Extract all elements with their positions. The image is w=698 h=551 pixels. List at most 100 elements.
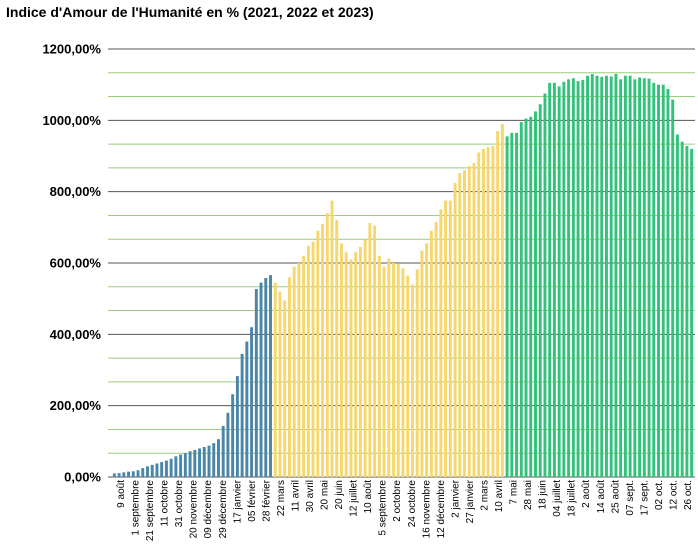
bar-2022 xyxy=(325,213,329,478)
bar-2022 xyxy=(486,147,490,478)
x-tick-label: 1 septembre xyxy=(131,480,142,536)
x-tick-label: 11 octobre xyxy=(160,480,171,527)
bar-2023 xyxy=(515,132,519,478)
bar-2022 xyxy=(477,152,481,477)
bar-2023 xyxy=(652,82,656,477)
bar-2023 xyxy=(638,77,642,478)
chart-title: Indice d'Amour de l'Humanité en % (2021,… xyxy=(6,4,374,20)
bar-2021 xyxy=(221,425,225,477)
bar-2023 xyxy=(543,93,547,477)
bar-2021 xyxy=(136,470,140,477)
x-tick-label: 12 oct. xyxy=(668,480,679,510)
bar-2021 xyxy=(112,473,116,477)
bar-2022 xyxy=(496,131,500,478)
bar-2023 xyxy=(671,99,675,477)
bar-2023 xyxy=(552,82,556,477)
bar-2023 xyxy=(675,134,679,477)
bar-2021 xyxy=(207,445,211,477)
bar-2023 xyxy=(685,146,689,477)
y-tick-label: 600,00% xyxy=(50,256,102,271)
bar-2022 xyxy=(349,259,353,477)
x-tick-label: 10 août xyxy=(363,480,374,514)
bar-2023 xyxy=(633,79,637,478)
x-tick-label: 22 mars xyxy=(276,480,287,516)
bar-2021 xyxy=(164,460,168,477)
bar-2022 xyxy=(311,241,315,477)
bar-2023 xyxy=(571,78,575,477)
bar-2022 xyxy=(335,220,339,477)
bar-2022 xyxy=(392,263,396,477)
x-tick-label: 04 juillet xyxy=(552,480,563,517)
bar-2023 xyxy=(590,73,594,477)
bar-2023 xyxy=(657,84,660,478)
bar-2021 xyxy=(212,443,216,477)
bar-2023 xyxy=(581,80,585,477)
bar-2021 xyxy=(202,447,206,477)
bar-2021 xyxy=(122,472,126,477)
bar-2022 xyxy=(463,170,466,477)
bar-2023 xyxy=(562,81,566,478)
bar-2022 xyxy=(500,123,504,478)
bar-2022 xyxy=(439,209,443,477)
x-tick-label: 2 janvier xyxy=(450,479,461,517)
bar-2023 xyxy=(661,84,665,478)
x-tick-label: 20 mai xyxy=(320,480,331,510)
bar-2022 xyxy=(396,264,400,477)
bar-2022 xyxy=(292,266,296,477)
bar-2023 xyxy=(529,116,533,478)
x-tick-label: 2 août xyxy=(581,480,592,508)
bar-2021 xyxy=(240,353,244,477)
bar-2021 xyxy=(198,448,202,477)
bar-2022 xyxy=(354,252,358,477)
x-tick-label: 24 octobre xyxy=(407,480,418,528)
bar-2021 xyxy=(174,456,178,477)
bar-2022 xyxy=(415,269,419,477)
x-tick-label: 21 septembre xyxy=(145,480,156,542)
bar-2022 xyxy=(444,200,448,478)
bar-2021 xyxy=(141,468,145,477)
bar-2021 xyxy=(127,471,131,477)
bar-2023 xyxy=(600,76,604,477)
x-tick-label: 28 mai xyxy=(523,480,534,510)
x-tick-label: 07 sept. xyxy=(625,480,636,516)
x-tick-label: 17 janvier xyxy=(232,479,243,523)
bar-2021 xyxy=(226,412,230,477)
x-tick-label: 12 décembre xyxy=(436,480,447,539)
x-tick-label: 7 mai xyxy=(509,480,520,504)
bar-2022 xyxy=(358,246,362,477)
bar-2023 xyxy=(647,78,651,477)
x-tick-label: 9 août xyxy=(116,480,127,508)
bar-2021 xyxy=(160,462,164,477)
bar-2022 xyxy=(410,284,414,477)
x-tick-label: 5 septembre xyxy=(378,480,389,536)
bar-2021 xyxy=(250,327,254,477)
y-tick-label: 200,00% xyxy=(50,398,102,413)
y-tick-label: 0,00% xyxy=(64,470,101,485)
bar-2022 xyxy=(340,243,343,477)
x-tick-label: 31 octobre xyxy=(174,480,185,528)
bar-2021 xyxy=(216,439,220,477)
bar-2022 xyxy=(401,268,405,477)
bar-2022 xyxy=(363,239,367,477)
bar-2023 xyxy=(680,141,684,477)
x-tick-label: 09 décembre xyxy=(203,480,214,539)
bar-2022 xyxy=(287,277,291,477)
x-tick-label: 29 décembre xyxy=(218,480,229,539)
y-tick-label: 1200,00% xyxy=(42,42,101,57)
bar-2023 xyxy=(524,118,528,478)
bar-2022 xyxy=(302,255,306,477)
x-tick-label: 18 juillet xyxy=(567,480,578,517)
bar-2022 xyxy=(297,263,301,477)
bar-2023 xyxy=(505,136,509,477)
bar-2023 xyxy=(548,82,552,477)
bar-2022 xyxy=(316,230,320,477)
bar-2022 xyxy=(448,200,452,478)
x-tick-label: 17 sept. xyxy=(639,480,650,516)
x-tick-label: 27 janvier xyxy=(465,479,476,523)
bar-2021 xyxy=(150,464,154,477)
bar-2023 xyxy=(623,75,627,477)
bar-2023 xyxy=(567,79,571,478)
bar-2022 xyxy=(373,225,377,477)
bar-2023 xyxy=(619,79,623,478)
